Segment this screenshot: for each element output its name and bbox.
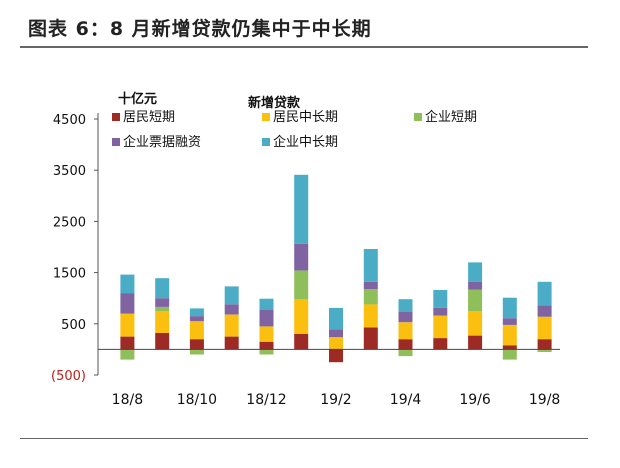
bar-segment	[155, 333, 170, 350]
bar-segment	[155, 311, 170, 333]
y-tick-label: 4500	[53, 113, 86, 128]
bar-segment	[363, 289, 378, 305]
bar-segment	[537, 339, 552, 350]
bar-segment	[224, 304, 239, 315]
y-tick-label: 1500	[53, 267, 86, 282]
bar-segment	[259, 310, 274, 327]
y-tick-label: 500	[61, 318, 86, 333]
bar-segment	[398, 322, 413, 340]
bar-segment	[363, 327, 378, 350]
bar-segment	[363, 249, 378, 282]
bar-segment	[224, 286, 239, 305]
bar-segment	[398, 339, 413, 350]
bar-segment	[120, 336, 135, 350]
bar-segment	[120, 349, 135, 360]
bar-segment	[433, 338, 448, 350]
bar-segment	[224, 336, 239, 350]
legend-swatch	[112, 138, 120, 146]
x-tick-label: 18/10	[177, 392, 217, 408]
legend-swatch	[262, 138, 270, 146]
bar-segment	[155, 298, 170, 307]
bar-segment	[329, 349, 343, 363]
legend-label: 居民短期	[123, 110, 175, 125]
bar-segment	[468, 311, 483, 336]
bar-segment	[537, 349, 552, 352]
bar-segment	[329, 307, 343, 330]
bar-segment	[433, 290, 448, 308]
x-tick-label: 19/2	[320, 392, 351, 408]
bar-segment	[294, 270, 309, 300]
legend-swatch	[414, 113, 422, 121]
bar-segment	[398, 312, 413, 323]
bar-segment	[363, 304, 378, 328]
bar-segment	[189, 349, 204, 355]
legend-swatch	[112, 113, 120, 121]
unit-label: 十亿元	[118, 91, 157, 107]
x-axis: 18/8 18/10 18/12 19/2 19/4 19/6 19/8	[98, 348, 560, 408]
x-tick-label: 19/6	[459, 392, 491, 408]
bottom-divider	[20, 438, 588, 439]
bar-segment	[433, 307, 448, 316]
bar-segment	[537, 281, 552, 306]
bar-segment	[363, 281, 378, 289]
bar-segment	[294, 299, 309, 334]
bar-segment	[537, 316, 552, 340]
bar-segment	[502, 349, 517, 360]
legend-title: 新增贷款	[248, 95, 301, 111]
top-divider	[20, 46, 588, 48]
bar-segment	[502, 318, 517, 325]
bar-segment	[259, 341, 274, 350]
legend-label: 企业票据融资	[123, 134, 201, 150]
bar-segment	[189, 321, 204, 340]
bar-segment	[537, 305, 552, 317]
bar-segment	[259, 326, 274, 342]
y-tick-label: 3500	[53, 164, 86, 179]
bar-segment	[224, 314, 239, 337]
bar-segment	[259, 298, 274, 310]
bar-segment	[502, 297, 517, 319]
y-tick-label: (500)	[51, 369, 86, 384]
bar-segment	[468, 335, 483, 350]
bar-segment	[294, 334, 309, 350]
legend-label: 企业短期	[425, 109, 477, 125]
bar-segment	[259, 349, 274, 355]
bar-segment	[294, 174, 309, 244]
bar-segment	[189, 316, 204, 322]
legend-label: 居民中长期	[273, 110, 338, 125]
x-tick-label: 18/8	[112, 392, 143, 408]
bar-segment	[189, 339, 204, 350]
x-tick-label: 18/12	[246, 392, 286, 408]
x-tick-label: 19/8	[529, 392, 560, 408]
figure-title: 图表 6：8 月新增贷款仍集中于中长期	[28, 18, 372, 40]
y-tick-label: 2500	[53, 215, 86, 230]
bar-segment	[398, 349, 413, 357]
bar-segment	[468, 289, 483, 311]
x-tick-label: 19/4	[390, 392, 422, 408]
bar-segment	[398, 299, 413, 312]
bar-segment	[120, 293, 135, 314]
bar-segment	[433, 315, 448, 339]
bar-segment	[502, 324, 517, 346]
bar-segment	[294, 243, 309, 271]
bar-segment	[189, 308, 204, 317]
bar-segment	[468, 281, 483, 290]
y-axis: (500) 500 1500 2500 3500 4500	[51, 113, 99, 384]
bar-segment	[468, 262, 483, 282]
bar-segment	[329, 337, 343, 350]
bar-segment	[329, 329, 343, 338]
legend-swatch	[262, 113, 270, 121]
bar-segment	[120, 313, 135, 337]
bar-segment	[155, 306, 170, 311]
bar-segment	[502, 345, 517, 350]
legend-label: 企业中长期	[273, 134, 338, 150]
bar-segment	[155, 278, 170, 299]
bar-segment	[120, 274, 135, 293]
bars	[120, 174, 552, 363]
